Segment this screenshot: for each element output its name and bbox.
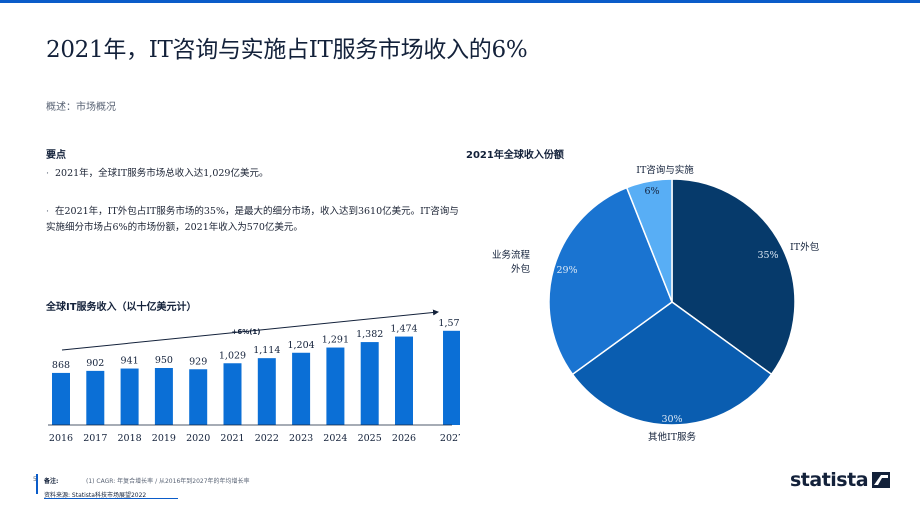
x-tick-label: 2020 [186,433,210,444]
x-tick-label: 2019 [152,433,176,444]
pie-slice [571,301,773,426]
pie-chart-title: 2021年全球收入份额 [466,150,564,161]
page-title: 2021年，IT咨询与实施占IT服务市场收入的6% [46,37,528,63]
pie-category-label: 其他IT服务 [648,431,697,443]
pie-slice [625,178,673,303]
bar-2021 [223,363,242,425]
logo-text: statista [790,469,869,491]
bar-2020 [189,369,208,425]
bar-2025 [360,342,379,425]
x-tick-label: 2021 [220,433,244,444]
page-number: 5 [33,476,37,483]
pie-category-label: IT外包 [790,241,820,253]
keypoint-item: · 在2021年，IT外包占IT服务市场的35%，是最大的细分市场，收入达到361… [46,206,459,233]
bar-value-label: 902 [86,358,104,369]
source-underline [44,498,178,499]
bar-value-label: 941 [121,356,139,367]
bar-value-label: 1,570 [438,318,460,329]
bar-value-label: 929 [189,356,207,367]
logo-mark-icon [872,472,891,488]
pie-category-label: IT咨询与实施 [636,164,694,176]
footer-accent [36,474,38,494]
bar-2022 [257,358,276,425]
pie-slice [671,178,796,376]
x-tick-label: 2026 [392,433,416,444]
statista-logo: statista [790,468,891,492]
bar-value-label: 950 [155,355,173,366]
pie-value-label: 35% [757,250,778,261]
top-accent-bar [0,0,920,3]
pie-slice [548,186,673,376]
bar-value-label: 1,474 [390,324,417,335]
keypoint-text: 在2021年，IT外包占IT服务市场的35%，是最大的细分市场，收入达到3610… [46,206,459,233]
keypoints-heading: 要点 [46,150,66,161]
cagr-label: +6%(1) [231,328,260,336]
bar-2026 [395,336,413,425]
bar-value-label: 1,114 [253,345,280,356]
keypoint-text: 2021年，全球IT服务市场总收入达1,029亿美元。 [55,168,269,179]
x-tick-label: 2022 [255,433,279,444]
bar-value-label: 1,204 [287,340,314,351]
bar-value-label: 1,029 [219,350,246,361]
note-text: (1) CAGR: 年复合增长率 / 从2016年到2027年的年均增长率 [86,478,250,485]
x-tick-label: 2016 [49,433,73,444]
bar-2023 [292,352,311,425]
x-tick-label: 2017 [83,433,107,444]
pie-category-label: 业务流程 [492,249,531,261]
pie-value-label: 6% [644,186,659,197]
page-subtitle: 概述：市场概况 [46,102,116,113]
bar-chart: +6%(1) 868 902 941 950 929 1,029 1,114 1,204 1,2… [48,309,460,444]
cagr-arrow [61,309,439,351]
bar-2018 [120,368,139,425]
pie-category-label: 外包 [511,263,531,275]
bar-2019 [154,368,173,425]
note-label: 备注: [44,478,59,485]
x-tick-label: 2024 [323,433,347,444]
x-tick-label: 2023 [289,433,313,444]
x-tick-label: 2018 [118,433,142,444]
bar-chart-title: 全球IT服务收入（以十亿美元计） [46,302,197,313]
x-tick-label: 2025 [358,433,382,444]
x-tick-label: 2027 [440,433,460,444]
bar-value-label: 1,291 [322,335,349,346]
bar-2024 [326,347,345,425]
pie-value-label: 29% [556,265,577,276]
bar-2016 [52,372,70,425]
pie-value-label: 30% [661,414,682,425]
bar-2027 [443,330,460,425]
bar-2017 [86,370,105,425]
bar-value-label: 1,382 [356,329,383,340]
source-text: 资料来源: Statista科技市场展望2022 [44,492,147,499]
bar-value-label: 868 [52,360,70,371]
keypoint-item: · 2021年，全球IT服务市场总收入达1,029亿美元。 [46,168,269,179]
